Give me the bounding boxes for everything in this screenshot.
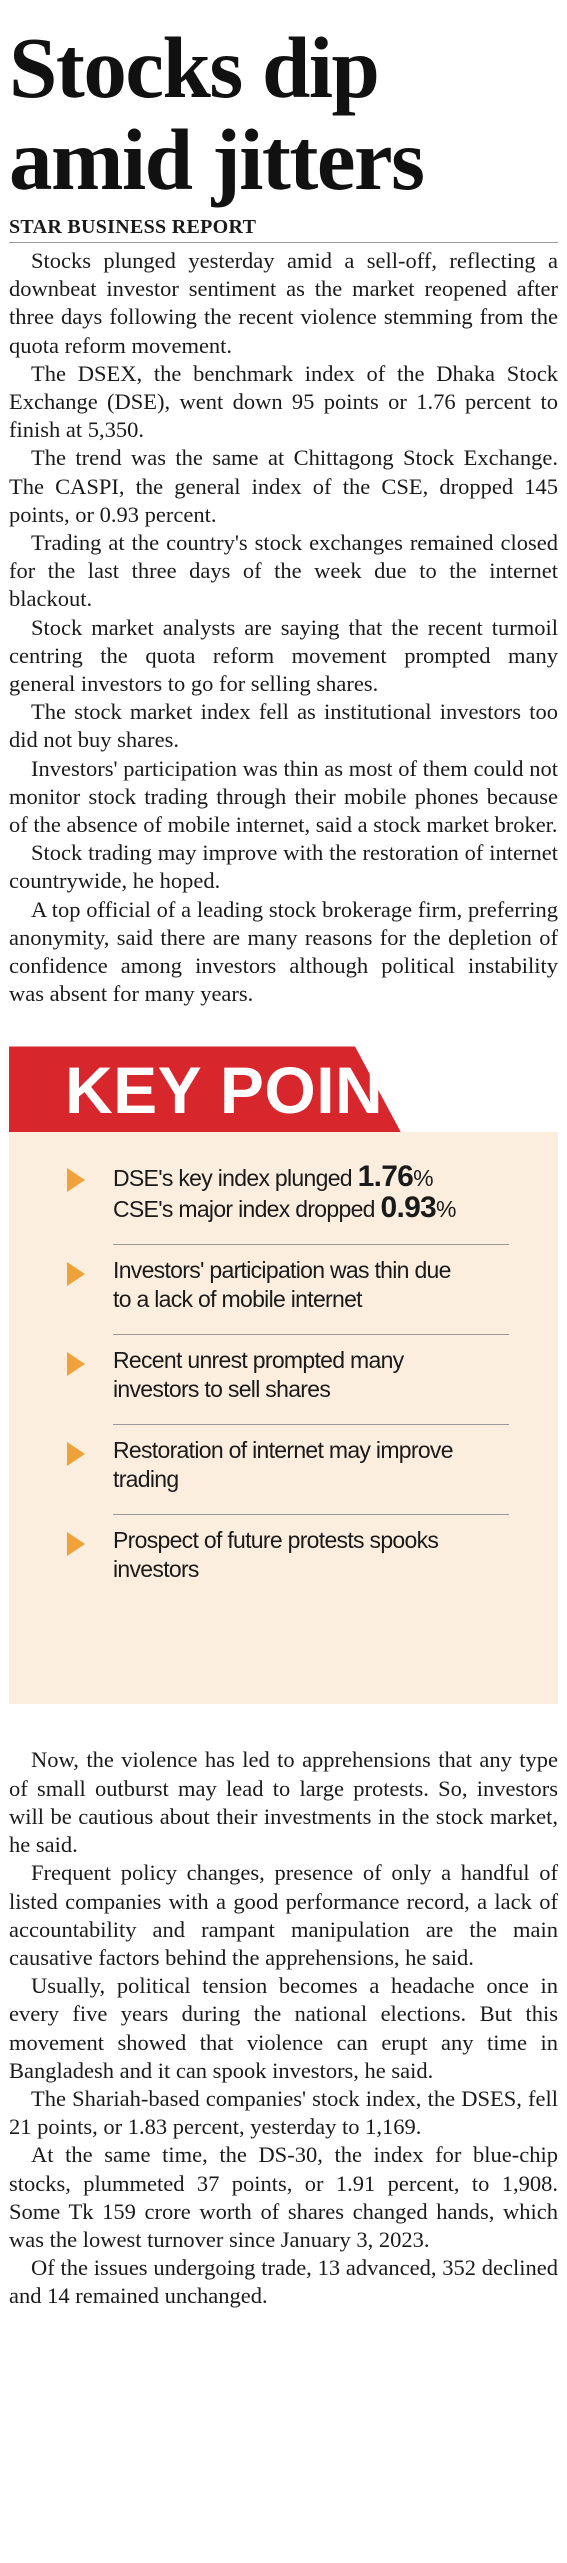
key-point-1-line-1: DSE's key index plunged 1.76% [113,1160,434,1194]
key-point-1-line-2: CSE's major index dropped 0.93% [113,1191,457,1225]
headline-line-2: amid jitters [9,111,425,208]
headline: Stocks dip amid jitters [9,0,558,206]
byline: STAR BUSINESS REPORT [9,216,558,243]
arrow-icon [67,1442,85,1467]
key-point-5: Prospect of future protests spooks inves… [113,1527,439,1583]
article-body-top: Stocks plunged yesterday amid a sell-off… [9,247,558,1008]
key-point-4: Restoration of internet may improve trad… [113,1437,454,1493]
paragraph: Trading at the country's stock exchanges… [9,530,558,612]
key-point-1: DSE's key index plunged 1.76% CSE's majo… [113,1162,567,1224]
arrow-icon [67,1168,85,1193]
arrow-icon [67,1262,85,1287]
arrow-icon [67,1532,85,1557]
key-point-2: Investors' participation was thin due to… [113,1257,451,1313]
paragraph: A top official of a leading stock broker… [9,896,558,1007]
article-body-bottom: Now, the violence has led to apprehensio… [9,1746,558,2310]
cse-drop-value: 0.93 [380,1191,437,1225]
paragraph: Frequent policy changes, presence of onl… [9,1860,558,1970]
key-points-banner [9,1046,401,1133]
divider [113,1514,509,1516]
paragraph: At the same time, the DS-30, the index f… [9,2142,558,2252]
paragraph: Of the issues undergoing trade, 13 advan… [9,2255,558,2309]
paragraph: Usually, political tension becomes a hea… [9,1973,558,2083]
dse-drop-value: 1.76 [357,1160,414,1194]
paragraph: Stock market analysts are saying that th… [9,614,558,697]
paragraph: The stock market index fell as instituti… [9,699,558,753]
divider [113,1424,509,1426]
divider [113,1334,509,1336]
key-points-box: KEY POINTS DSE's key index plunged 1.76%… [9,1046,558,1705]
divider [113,1244,509,1246]
paragraph: Stocks plunged yesterday amid a sell-off… [9,248,558,358]
headline-line-1: Stocks dip [9,19,380,116]
paragraph: The trend was the same at Chittagong Sto… [9,445,558,527]
key-points-panel: DSE's key index plunged 1.76% CSE's majo… [9,1132,558,1705]
key-points-title: KEY POINTS [65,1053,469,1128]
arrow-icon [67,1352,85,1377]
paragraph: Stock trading may improve with the resto… [9,840,558,894]
paragraph: The Shariah-based companies' stock index… [9,2085,558,2140]
paragraph: Now, the violence has led to apprehensio… [9,1747,558,1858]
paragraph: Investors' participation was thin as mos… [9,755,558,838]
paragraph: The DSEX, the benchmark index of the Dha… [9,360,558,443]
key-point-3: Recent unrest prompted many investors to… [113,1347,404,1403]
